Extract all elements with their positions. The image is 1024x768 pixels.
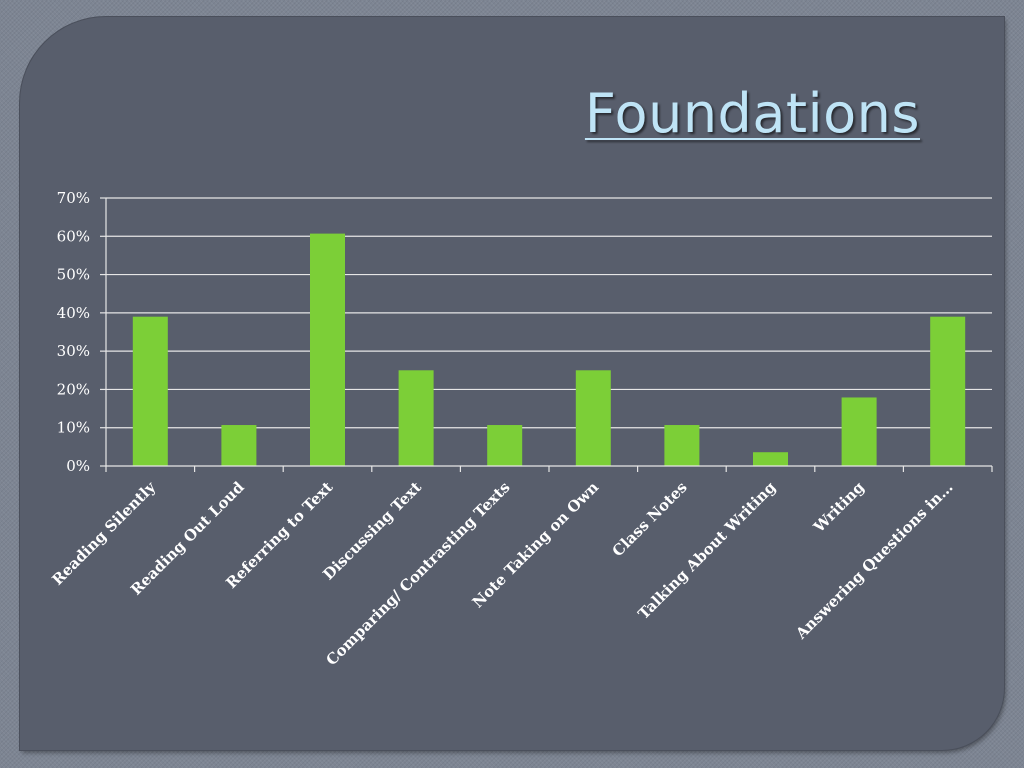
page-title: Foundations <box>584 82 920 145</box>
bar <box>575 370 611 466</box>
bar <box>753 452 788 466</box>
bar <box>398 370 434 466</box>
bar <box>930 316 966 466</box>
bar <box>132 316 168 466</box>
slide-panel <box>20 17 1004 750</box>
bar <box>310 233 345 466</box>
y-tick-label: 20% <box>57 380 90 398</box>
x-category-label: Discussing Text <box>319 478 425 584</box>
y-tick-label: 0% <box>66 457 90 475</box>
y-tick-label: 30% <box>57 342 90 360</box>
x-category-label: Writing <box>809 478 868 537</box>
bar <box>664 425 700 466</box>
grid-lines <box>106 197 992 429</box>
bar <box>487 425 523 466</box>
axes <box>100 197 993 472</box>
bar <box>221 425 257 466</box>
x-category-label: Answering Questions in… <box>791 478 956 643</box>
y-tick-label: 10% <box>57 419 90 437</box>
bar <box>841 397 877 466</box>
y-tick-label: 50% <box>57 266 90 284</box>
y-tick-label: 40% <box>57 304 90 322</box>
y-tick-labels: 0% 10% 20% 30% 40% 50% 60% 70% <box>57 189 90 475</box>
y-tick-label: 70% <box>57 189 90 207</box>
x-category-label: Comparing/ Contrasting Texts <box>323 478 514 669</box>
bars <box>132 233 966 466</box>
y-tick-label: 60% <box>57 227 90 245</box>
x-category-label: Class Notes <box>609 478 691 560</box>
